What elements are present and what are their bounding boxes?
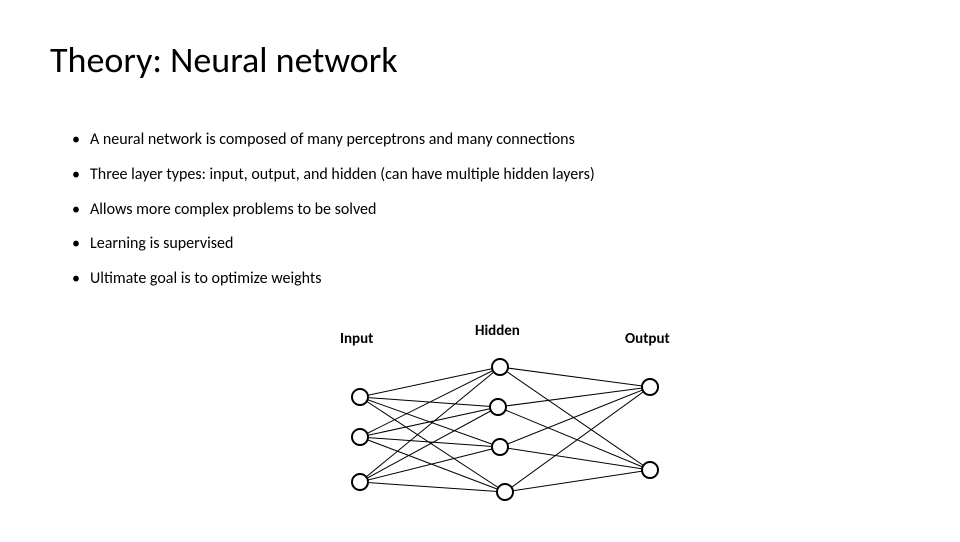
network-node: [492, 439, 508, 455]
network-svg: [320, 342, 740, 542]
bullet-list: A neural network is composed of many per…: [72, 130, 595, 304]
network-node: [352, 389, 368, 405]
network-node: [642, 379, 658, 395]
network-node: [352, 474, 368, 490]
network-node: [490, 399, 506, 415]
list-item: A neural network is composed of many per…: [72, 130, 595, 151]
network-edge: [360, 367, 500, 437]
list-item: Three layer types: input, output, and hi…: [72, 165, 595, 186]
network-edge: [360, 397, 505, 492]
network-node: [492, 359, 508, 375]
network-edge: [500, 367, 650, 470]
page-title: Theory: Neural network: [50, 38, 398, 82]
list-item: Ultimate goal is to optimize weights: [72, 269, 595, 290]
hidden-label: Hidden: [475, 322, 520, 340]
network-edge: [500, 367, 650, 387]
network-edge: [500, 447, 650, 470]
network-node: [642, 462, 658, 478]
network-edge: [360, 407, 498, 437]
list-item: Allows more complex problems to be solve…: [72, 200, 595, 221]
network-node: [497, 484, 513, 500]
list-item: Learning is supervised: [72, 234, 595, 255]
network-edge: [360, 367, 500, 397]
network-node: [352, 429, 368, 445]
network-edge: [505, 470, 650, 492]
network-diagram: Input Hidden Output: [320, 330, 740, 530]
